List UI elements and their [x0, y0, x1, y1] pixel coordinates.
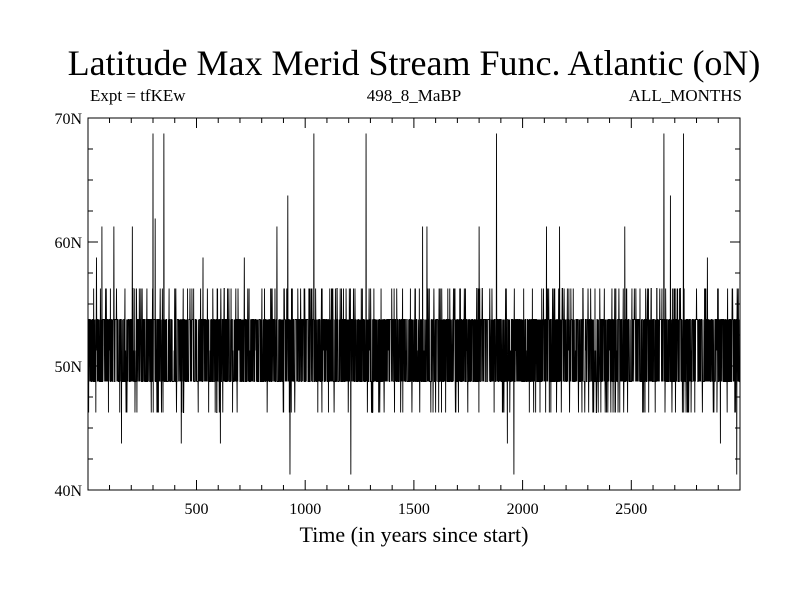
- x-tick-label: 2000: [507, 501, 539, 518]
- series-layer: [87, 133, 740, 475]
- y-tick-label: 50N: [54, 359, 82, 376]
- x-tick-label: 500: [184, 501, 208, 518]
- chart-title: Latitude Max Merid Stream Func. Atlantic…: [67, 43, 761, 83]
- series-line: [87, 133, 740, 475]
- months-label: ALL_MONTHS: [628, 86, 742, 105]
- y-tick-label: 40N: [54, 483, 82, 500]
- x-tick-label: 2500: [615, 501, 647, 518]
- period-label: 498_8_MaBP: [366, 86, 462, 105]
- y-tick-label: 70N: [54, 111, 82, 128]
- y-tick-label: 60N: [54, 235, 82, 252]
- x-tick-label: 1000: [289, 501, 321, 518]
- axis-layer: 40N 50N 60N 70N 500 1000 1500 2000 2500: [54, 111, 741, 518]
- x-axis-label: Time (in years since start): [300, 522, 529, 547]
- experiment-label: Expt = tfKEw: [90, 86, 186, 105]
- x-tick-label: 1500: [398, 501, 430, 518]
- plot-frame: [87, 117, 741, 491]
